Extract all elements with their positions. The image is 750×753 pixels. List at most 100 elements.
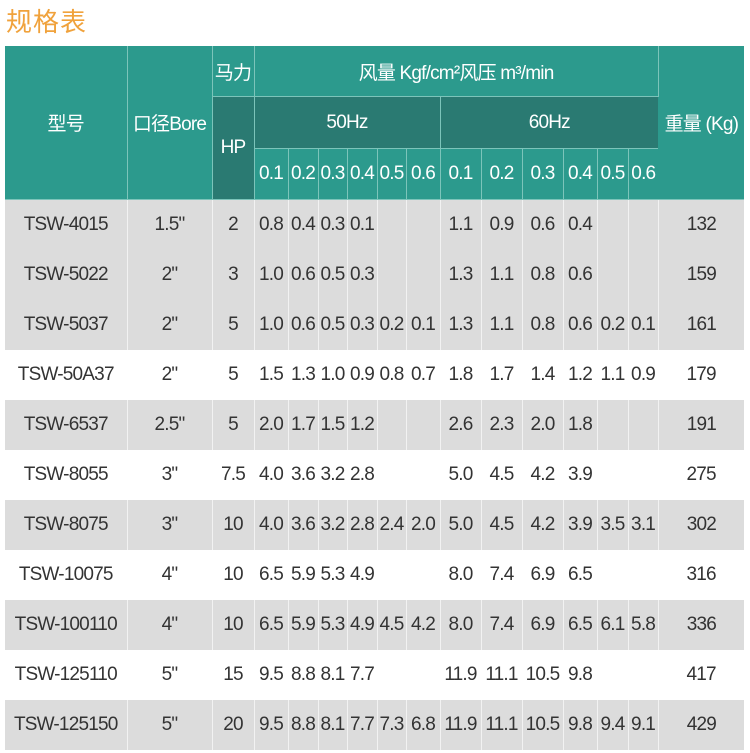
cell-flow-60hz: 1.7 (481, 350, 523, 400)
table-row: TSW-4015 1.5" 2 0.8 0.4 0.3 0.1 1.1 0.9 0.6 0.4 132 (5, 199, 745, 250)
cell-flow-60hz: 0.6 (563, 250, 598, 300)
cell-weight: 336 (658, 600, 745, 650)
cell-flow-50hz: 0.3 (347, 300, 378, 350)
cell-model: TSW-5022 (5, 250, 128, 300)
cell-flow-60hz: 2.3 (481, 400, 523, 450)
cell-flow-60hz: 4.5 (481, 500, 523, 550)
header-pressure: 0.5 (377, 148, 407, 200)
cell-model: TSW-100110 (5, 600, 128, 650)
cell-flow-60hz: 4.2 (522, 500, 564, 550)
cell-flow-50hz: 3.6 (288, 450, 319, 500)
cell-flow-60hz: 6.9 (522, 550, 564, 600)
header-flow: 风量 Kgf/cm²风压 m³/min (254, 46, 659, 97)
cell-flow-60hz: 9.8 (563, 650, 598, 700)
cell-flow-50hz: 5.9 (288, 600, 319, 650)
cell-flow-50hz: 1.5 (254, 350, 289, 400)
cell-flow-60hz: 1.8 (440, 350, 482, 400)
cell-flow-50hz (377, 199, 407, 250)
cell-flow-60hz: 2.0 (522, 400, 564, 450)
cell-flow-50hz: 4.5 (377, 600, 407, 650)
cell-flow-60hz: 6.5 (563, 600, 598, 650)
cell-flow-50hz: 2.0 (254, 400, 289, 450)
table-row: TSW-125150 5" 20 9.5 8.8 8.1 7.7 7.3 6.8 11.9 11.1… (5, 700, 745, 750)
cell-flow-60hz: 8.0 (440, 550, 482, 600)
cell-flow-60hz: 1.1 (440, 199, 482, 250)
table-row: TSW-8075 3" 10 4.0 3.6 3.2 2.8 2.4 2.0 5.0 4.5 4.2 3… (5, 500, 745, 550)
cell-flow-50hz (377, 400, 407, 450)
header-50hz: 50Hz (254, 96, 441, 149)
cell-flow-50hz: 1.5 (318, 400, 348, 450)
cell-model: TSW-8055 (5, 450, 128, 500)
cell-flow-50hz: 0.1 (347, 199, 378, 250)
cell-model: TSW-50A37 (5, 350, 128, 400)
cell-flow-50hz: 0.4 (288, 199, 319, 250)
cell-flow-60hz: 9.1 (628, 700, 659, 750)
cell-flow-60hz: 9.8 (563, 700, 598, 750)
cell-flow-60hz (597, 450, 629, 500)
table-row: TSW-125110 5" 15 9.5 8.8 8.1 7.7 11.9 11.1 10.5 9.… (5, 650, 745, 700)
cell-flow-50hz (377, 250, 407, 300)
cell-flow-50hz (406, 550, 441, 600)
cell-bore: 2.5" (127, 400, 213, 450)
cell-flow-60hz: 4.5 (481, 450, 523, 500)
cell-flow-60hz: 3.9 (563, 450, 598, 500)
cell-flow-50hz (406, 400, 441, 450)
cell-flow-50hz (377, 450, 407, 500)
cell-hp: 20 (212, 700, 255, 750)
header-pressure: 0.1 (254, 148, 289, 200)
cell-flow-60hz: 11.1 (481, 650, 523, 700)
cell-flow-60hz: 1.8 (563, 400, 598, 450)
cell-flow-50hz: 0.3 (347, 250, 378, 300)
cell-flow-60hz: 1.2 (563, 350, 598, 400)
cell-flow-60hz (597, 400, 629, 450)
cell-flow-60hz: 5.0 (440, 450, 482, 500)
header-pressure: 0.2 (481, 148, 523, 200)
cell-flow-50hz (377, 650, 407, 700)
cell-model: TSW-10075 (5, 550, 128, 600)
cell-weight: 417 (658, 650, 745, 700)
cell-flow-50hz: 9.5 (254, 650, 289, 700)
cell-flow-60hz (597, 250, 629, 300)
cell-bore: 4" (127, 550, 213, 600)
cell-weight: 429 (658, 700, 745, 750)
header-pressure: 0.3 (522, 148, 564, 200)
cell-flow-60hz: 9.4 (597, 700, 629, 750)
cell-flow-60hz: 0.8 (522, 250, 564, 300)
cell-flow-60hz: 11.1 (481, 700, 523, 750)
cell-flow-50hz: 4.9 (347, 550, 378, 600)
header-bore: 口径Bore (127, 46, 213, 200)
cell-flow-50hz: 0.1 (406, 300, 441, 350)
cell-flow-60hz: 0.9 (628, 350, 659, 400)
table-row: TSW-5022 2" 3 1.0 0.6 0.5 0.3 1.3 1.1 0.8 0.6 159 (5, 250, 745, 300)
cell-hp: 5 (212, 350, 255, 400)
page-title: 规格表 (6, 7, 88, 37)
header-pressure: 0.6 (628, 148, 659, 200)
cell-flow-50hz: 0.6 (288, 300, 319, 350)
cell-flow-50hz: 0.2 (377, 300, 407, 350)
cell-flow-60hz: 6.5 (563, 550, 598, 600)
cell-flow-60hz: 6.9 (522, 600, 564, 650)
cell-flow-60hz: 5.8 (628, 600, 659, 650)
cell-flow-60hz: 10.5 (522, 700, 564, 750)
cell-flow-60hz (597, 199, 629, 250)
cell-flow-60hz (628, 550, 659, 600)
table-row: TSW-100110 4" 10 6.5 5.9 5.3 4.9 4.5 4.2 8.0 7.4 6.… (5, 600, 745, 650)
header-pressure: 0.6 (406, 148, 441, 200)
cell-flow-60hz: 7.4 (481, 550, 523, 600)
cell-flow-60hz: 7.4 (481, 600, 523, 650)
header-pressure: 0.2 (288, 148, 319, 200)
cell-hp: 10 (212, 500, 255, 550)
table-row: TSW-50A37 2" 5 1.5 1.3 1.0 0.9 0.8 0.7 1.8 1.7 1.4 1… (5, 350, 745, 400)
cell-flow-60hz: 11.9 (440, 650, 482, 700)
cell-flow-60hz: 0.4 (563, 199, 598, 250)
cell-flow-60hz: 1.1 (481, 250, 523, 300)
cell-flow-50hz: 0.5 (318, 250, 348, 300)
cell-model: TSW-8075 (5, 500, 128, 550)
cell-flow-60hz: 8.0 (440, 600, 482, 650)
cell-bore: 1.5" (127, 199, 213, 250)
cell-hp: 15 (212, 650, 255, 700)
header-power: 马力 (212, 46, 255, 97)
cell-flow-60hz: 1.3 (440, 300, 482, 350)
cell-weight: 302 (658, 500, 745, 550)
header-model: 型号 (5, 46, 128, 200)
